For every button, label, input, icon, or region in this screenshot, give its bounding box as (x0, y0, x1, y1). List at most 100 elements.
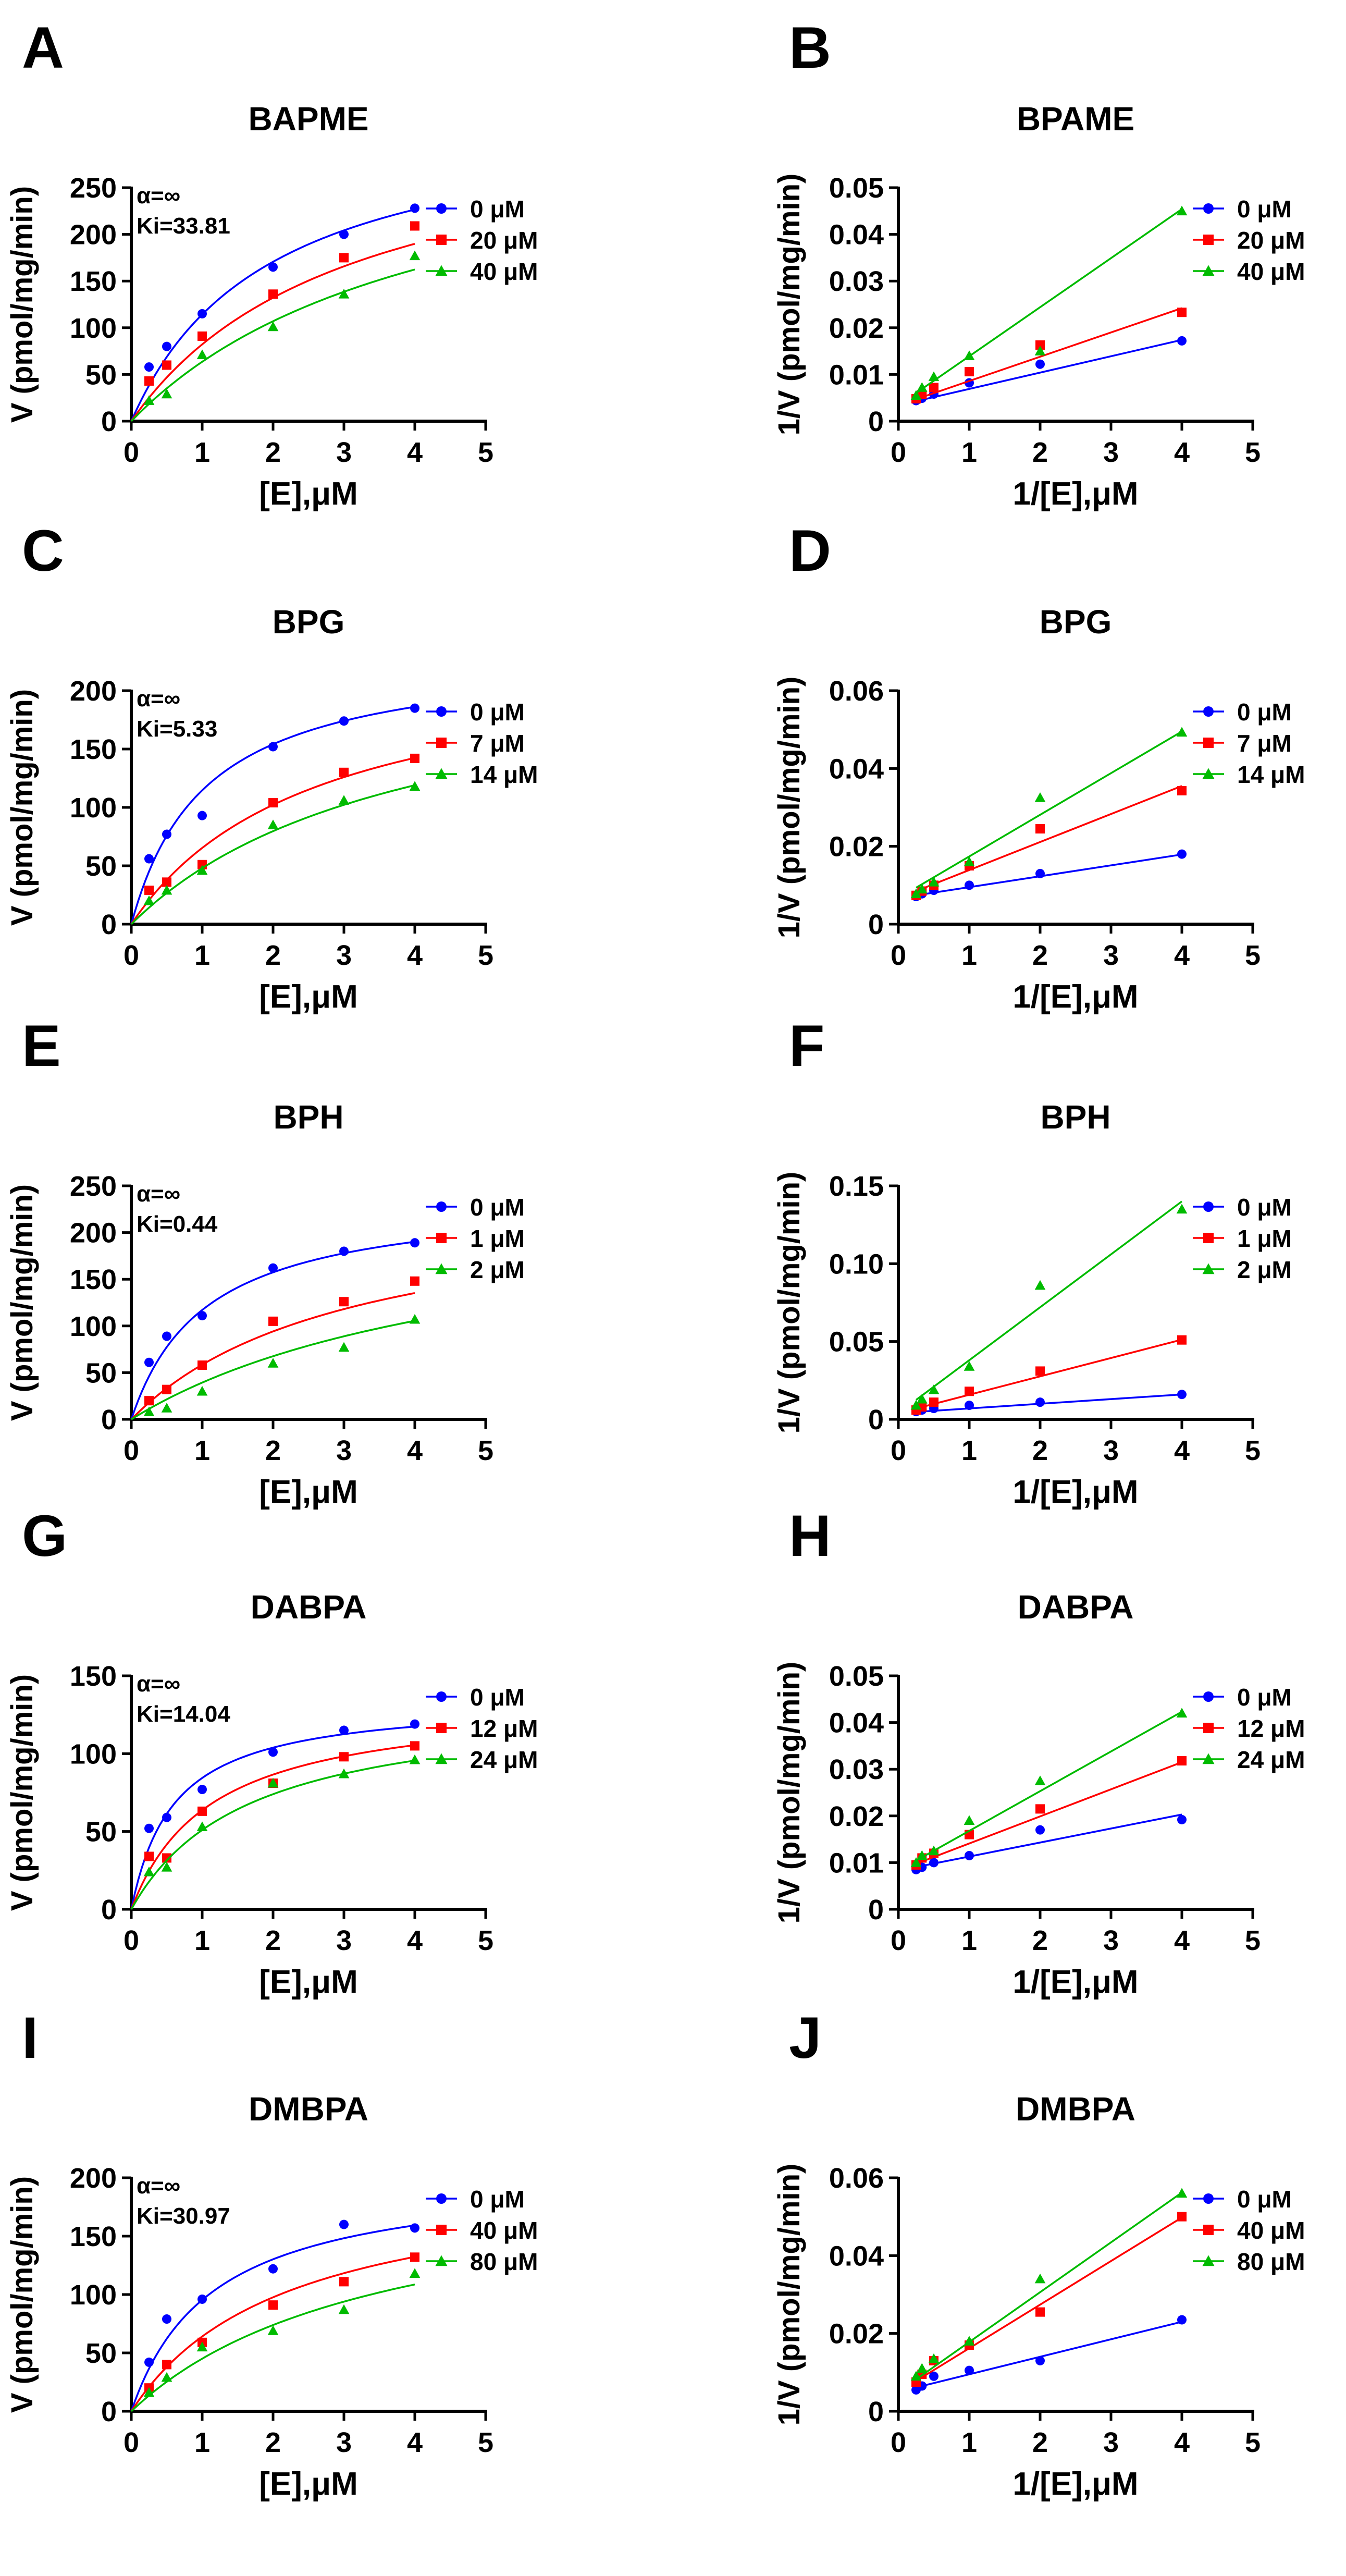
data-point (162, 877, 171, 887)
panel-h: H DABPA 0 1 2 3 4 5 0 0.01 0.02 0.03 0.04 0.05 1/[E],μ… (772, 1503, 1305, 2000)
panel-letter: F (789, 1013, 824, 1078)
y-tick-label: 0.02 (829, 2319, 884, 2350)
legend-label: 20 μM (470, 227, 538, 254)
fit-line (916, 339, 1182, 402)
data-point (410, 1238, 419, 1248)
fit-line (915, 2191, 1183, 2381)
data-point (268, 1263, 278, 1273)
data-point (143, 2387, 155, 2397)
data-point (928, 2353, 940, 2363)
data-point (1177, 336, 1187, 346)
y-tick-label: 0 (868, 1894, 884, 1925)
data-point (196, 865, 208, 875)
y-tick-label: 0 (101, 909, 117, 940)
fit-line (916, 208, 1182, 394)
y-tick-label: 0 (868, 406, 884, 437)
y-tick-label: 0.03 (829, 266, 884, 297)
y-axis-label: 1/V (pmol/mg/min) (772, 174, 806, 436)
data-point (916, 2363, 928, 2373)
y-axis-label: V (pmol/mg/min) (5, 2176, 39, 2413)
legend-marker (1202, 2255, 1215, 2266)
fit-line (916, 785, 1182, 892)
legend-marker (435, 265, 448, 276)
x-tick-label: 4 (407, 1435, 423, 1466)
x-tick-label: 4 (1174, 940, 1190, 971)
data-point (1177, 308, 1187, 317)
data-point (964, 2336, 975, 2346)
data-point (1176, 1204, 1188, 1214)
data-point (162, 829, 171, 839)
y-tick-label: 0 (101, 1894, 117, 1925)
x-axis-label: 1/[E],μM (1012, 979, 1138, 1015)
data-point (197, 331, 207, 341)
legend-marker (436, 1691, 447, 1702)
fit-line (915, 1200, 1183, 1401)
legend: 0 μM 1 μM 2 μM (1193, 1194, 1292, 1283)
data-point (162, 341, 171, 351)
fit-line (130, 2255, 415, 2412)
data-point (162, 2314, 171, 2324)
data-point (929, 1397, 939, 1407)
legend-marker (1203, 738, 1214, 748)
chart-title: DABPA (1018, 1588, 1134, 1626)
y-tick-label: 0.06 (829, 2163, 884, 2194)
x-tick-label: 0 (124, 437, 139, 468)
data-point (338, 2304, 350, 2314)
y-axis-label: V (pmol/mg/min) (5, 186, 39, 423)
data-point (267, 1777, 279, 1788)
y-tick-label: 100 (70, 792, 117, 824)
legend: 0 μM 7 μM 14 μM (426, 698, 538, 788)
x-axis-label: [E],μM (259, 2466, 357, 2502)
data-point (910, 390, 922, 400)
legend-marker (1202, 265, 1215, 276)
data-point (1035, 1366, 1045, 1376)
alpha-annotation: α=∞ (137, 2173, 180, 2199)
data-point (161, 1862, 172, 1872)
x-tick-label: 1 (961, 2427, 977, 2458)
x-tick-label: 5 (478, 1925, 493, 1956)
fit-line (916, 307, 1182, 400)
y-tick-label: 50 (85, 359, 117, 390)
series-2 (911, 1335, 1187, 1415)
data-point (1177, 2212, 1187, 2222)
legend-label: 0 μM (1237, 1194, 1292, 1221)
legend-marker (436, 1723, 447, 1733)
x-tick-label: 2 (1032, 1925, 1048, 1956)
x-tick-label: 4 (1174, 1925, 1190, 1956)
legend-label: 24 μM (470, 1746, 538, 1773)
data-point (144, 362, 154, 372)
series-1 (130, 2219, 419, 2412)
x-tick-label: 3 (336, 437, 352, 468)
alpha-annotation: α=∞ (137, 686, 180, 712)
panel-d: D BPG 0 1 2 3 4 5 0 0.02 0.04 0.06 1/[E],μM 1/V (pmol… (772, 518, 1305, 1015)
alpha-annotation: α=∞ (137, 183, 180, 208)
y-tick-label: 0.04 (829, 2240, 884, 2272)
series-3 (910, 727, 1188, 899)
data-point (161, 885, 172, 895)
data-point (409, 250, 421, 261)
legend-label: 0 μM (1237, 1684, 1292, 1711)
data-point (339, 2219, 349, 2229)
legend-label: 40 μM (1237, 258, 1305, 285)
legend-label: 80 μM (1237, 2248, 1305, 2275)
x-tick-label: 5 (1245, 2427, 1261, 2458)
legend-label: 80 μM (470, 2248, 538, 2275)
y-tick-label: 0.04 (829, 753, 884, 784)
y-tick-label: 250 (70, 173, 117, 204)
x-tick-label: 3 (1103, 940, 1119, 971)
y-tick-label: 0.10 (829, 1248, 884, 1280)
fit-line (916, 1339, 1182, 1409)
data-point (1035, 2307, 1045, 2317)
y-tick-label: 100 (70, 1738, 117, 1770)
y-tick-label: 150 (70, 266, 117, 297)
legend-label: 0 μM (470, 2186, 525, 2213)
legend-label: 40 μM (1237, 2217, 1305, 2244)
x-tick-label: 4 (407, 2427, 423, 2458)
data-point (267, 321, 279, 332)
y-tick-label: 0.04 (829, 219, 884, 251)
x-tick-label: 2 (1032, 437, 1048, 468)
x-tick-label: 4 (407, 1925, 423, 1956)
legend-label: 0 μM (470, 1684, 525, 1711)
series-1 (911, 1813, 1187, 1874)
